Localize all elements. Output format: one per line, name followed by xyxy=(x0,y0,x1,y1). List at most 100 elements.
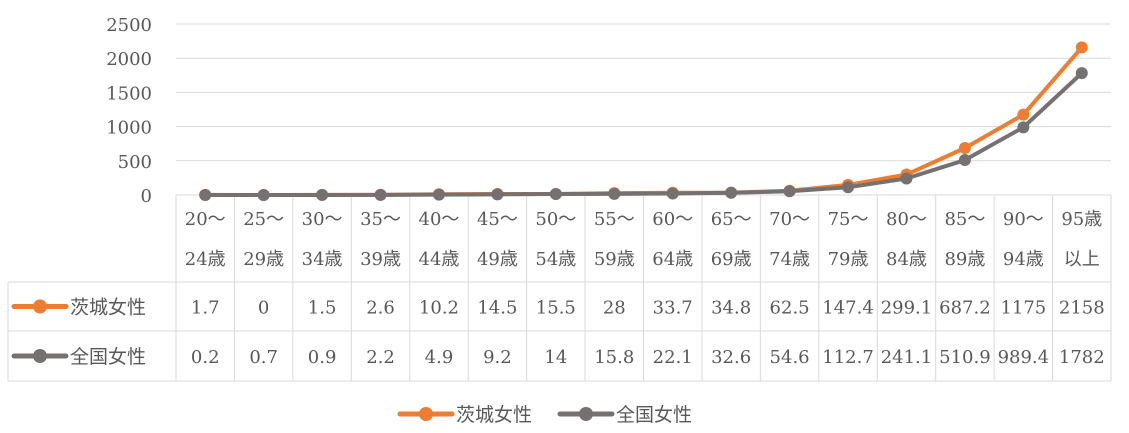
table-cell-value: 299.1 xyxy=(881,298,933,319)
data-point xyxy=(491,188,504,201)
table-cell-value: 62.5 xyxy=(770,298,810,319)
gridlines xyxy=(176,23,1111,196)
x-tick-label: 49歳 xyxy=(477,249,518,270)
x-tick-label: 75～ xyxy=(828,209,869,230)
table-cell-value: 2.2 xyxy=(366,347,395,368)
x-tick-label: 74歳 xyxy=(769,249,810,270)
table-cell-value: 510.9 xyxy=(939,347,991,368)
table-cell-value: 4.9 xyxy=(425,347,454,368)
table-cell-value: 34.8 xyxy=(711,298,751,319)
table-cell-value: 15.8 xyxy=(594,347,634,368)
data-point xyxy=(1017,121,1030,134)
table-legend-key-marker xyxy=(33,299,47,314)
x-tick-label: 95歳 xyxy=(1061,209,1102,230)
table-row-label: 茨城女性 xyxy=(70,297,146,319)
table-cell-value: 0.2 xyxy=(191,347,220,368)
data-point xyxy=(900,172,913,185)
data-point xyxy=(608,187,621,200)
table-cell-value: 14 xyxy=(544,347,567,368)
table-cell-value: 1782 xyxy=(1059,347,1105,368)
data-point xyxy=(958,141,971,154)
series-line xyxy=(203,71,1084,197)
x-tick-label: 59歳 xyxy=(594,249,635,270)
x-tick-label: 80～ xyxy=(886,209,927,230)
x-tick-label: 35～ xyxy=(360,209,401,230)
x-tick-label: 25～ xyxy=(243,209,284,230)
data-point xyxy=(1075,41,1088,54)
y-tick-label: 1500 xyxy=(106,83,152,104)
y-tick-label: 2500 xyxy=(106,15,152,36)
y-tick-label: 2000 xyxy=(106,49,152,70)
x-tick-label: 69歳 xyxy=(711,249,752,270)
table-cell-value: 54.6 xyxy=(770,347,810,368)
y-tick-label: 1000 xyxy=(106,118,152,139)
x-tick-label: 44歳 xyxy=(419,249,460,270)
x-tick-label: 94歳 xyxy=(1003,249,1044,270)
legend-label: 茨城女性 xyxy=(456,404,532,426)
table-cell-value: 9.2 xyxy=(483,347,512,368)
data-point xyxy=(842,181,855,194)
table-cell-value: 2158 xyxy=(1059,298,1105,319)
data-point xyxy=(1075,67,1088,80)
y-tick-label: 500 xyxy=(118,152,152,173)
y-tick-label: 0 xyxy=(141,186,152,207)
x-tick-label: 60～ xyxy=(652,209,693,230)
data-point xyxy=(783,185,796,198)
x-tick-label: 39歳 xyxy=(360,249,401,270)
x-tick-label: 30～ xyxy=(302,209,343,230)
series-line xyxy=(203,45,1084,197)
data-point xyxy=(432,188,445,201)
table-cell-value: 1.7 xyxy=(191,298,220,319)
x-tick-label: 50～ xyxy=(535,209,576,230)
table-cell-value: 989.4 xyxy=(998,347,1050,368)
data-point xyxy=(199,188,212,201)
data-point xyxy=(725,186,738,199)
table-cell-value: 22.1 xyxy=(653,347,693,368)
x-tick-label: 85～ xyxy=(944,209,985,230)
table-cell-value: 2.6 xyxy=(366,298,395,319)
data-point xyxy=(257,188,270,201)
table-cell-value: 687.2 xyxy=(939,298,991,319)
legend-label: 全国女性 xyxy=(616,404,692,426)
table-cell-value: 241.1 xyxy=(881,347,933,368)
x-tick-label: 70～ xyxy=(769,209,810,230)
table-cell-value: 32.6 xyxy=(711,347,751,368)
x-tick-label: 89歳 xyxy=(944,249,985,270)
y-axis: 0 500 1000 1500 2000 2500 xyxy=(106,15,152,207)
table-cell-value: 14.5 xyxy=(477,298,517,319)
table-cell-value: 0 xyxy=(258,298,269,319)
x-tick-label: 79歳 xyxy=(828,249,869,270)
x-tick-label: 90～ xyxy=(1003,209,1044,230)
data-point xyxy=(958,154,971,167)
data-point xyxy=(1017,108,1030,121)
table-cell-value: 0.9 xyxy=(308,347,337,368)
data-point xyxy=(549,188,562,201)
x-tick-label: 64歳 xyxy=(652,249,693,270)
x-tick-label: 84歳 xyxy=(886,249,927,270)
table-cell-value: 0.7 xyxy=(249,347,278,368)
x-tick-label: 54歳 xyxy=(535,249,576,270)
series-lines xyxy=(199,41,1088,201)
table-cell-value: 112.7 xyxy=(822,347,874,368)
table-cell-value: 33.7 xyxy=(653,298,693,319)
x-tick-label: 24歳 xyxy=(185,249,226,270)
table-cell-value: 28 xyxy=(603,298,626,319)
x-tick-label: 55～ xyxy=(594,209,635,230)
table-cell-value: 1175 xyxy=(1000,298,1046,319)
table-row-label: 全国女性 xyxy=(70,346,146,368)
data-point xyxy=(316,188,329,201)
data-point xyxy=(374,188,387,201)
table-cell-value: 147.4 xyxy=(822,298,874,319)
data-table: 20～ 24歳 25～ 29歳 30～ 34歳 35～ 39歳 40～ 44歳 45～ 49歳 50～ 5… xyxy=(7,195,1112,382)
x-tick-label: 20～ xyxy=(185,209,226,230)
data-point xyxy=(666,187,679,200)
table-legend-key-marker xyxy=(33,349,47,363)
legend-marker xyxy=(579,407,593,421)
legend-marker xyxy=(419,407,433,421)
x-tick-label: 45～ xyxy=(477,209,518,230)
x-tick-label: 65～ xyxy=(711,209,752,230)
table-cell-value: 15.5 xyxy=(536,298,576,319)
x-tick-label: 29歳 xyxy=(243,249,284,270)
